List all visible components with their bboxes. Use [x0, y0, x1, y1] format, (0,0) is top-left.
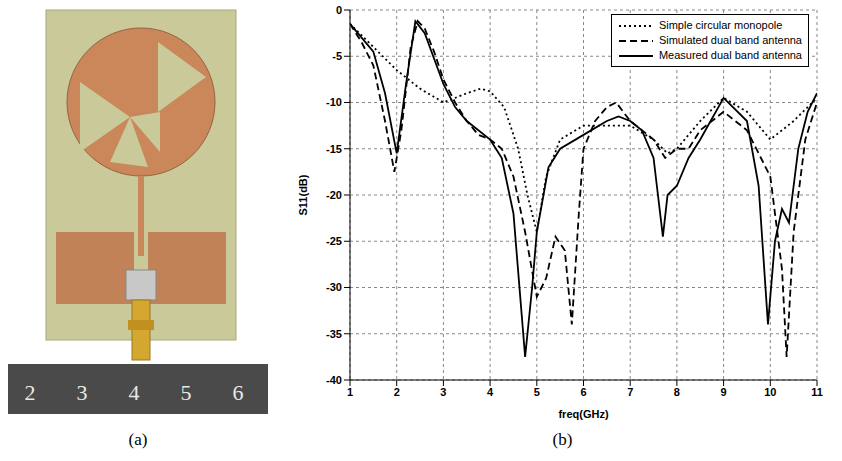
- html-text:(a): (a): [128, 430, 148, 449]
- svg-text:11: 11: [811, 386, 823, 398]
- svg-text:5: 5: [534, 386, 540, 398]
- svg-text:9: 9: [721, 386, 727, 398]
- svg-text:-25: -25: [326, 235, 342, 247]
- svg-text:3: 3: [77, 380, 88, 405]
- svg-text:-40: -40: [326, 374, 342, 386]
- svg-text:-10: -10: [326, 96, 342, 108]
- html-text:Simulated dual band antenna: Simulated dual band antenna: [658, 34, 802, 46]
- html-text:(b): (b): [552, 430, 573, 449]
- svg-text:2: 2: [394, 386, 400, 398]
- svg-text:6: 6: [233, 380, 244, 405]
- svg-text:4: 4: [129, 380, 140, 405]
- svg-text:4: 4: [487, 386, 494, 398]
- svg-text:S11(dB): S11(dB): [297, 174, 309, 215]
- svg-text:-15: -15: [326, 143, 342, 155]
- svg-text:8: 8: [674, 386, 680, 398]
- svg-text:3: 3: [440, 386, 446, 398]
- svg-text:2: 2: [25, 380, 36, 405]
- svg-text:-20: -20: [326, 189, 342, 201]
- svg-text:-35: -35: [326, 328, 342, 340]
- svg-text:6: 6: [580, 386, 586, 398]
- svg-text:1: 1: [347, 386, 353, 398]
- svg-text:-5: -5: [332, 50, 342, 62]
- svg-text:0: 0: [336, 4, 342, 16]
- svg-text:freq(GHz): freq(GHz): [558, 408, 608, 420]
- html-text:Measured dual band antenna: Measured dual band antenna: [658, 49, 802, 61]
- svg-text:10: 10: [764, 386, 776, 398]
- svg-text:5: 5: [181, 380, 192, 405]
- svg-text:-30: -30: [326, 281, 342, 293]
- svg-text:7: 7: [627, 386, 633, 398]
- html-text:Simple circular monopole: Simple circular monopole: [658, 19, 783, 31]
